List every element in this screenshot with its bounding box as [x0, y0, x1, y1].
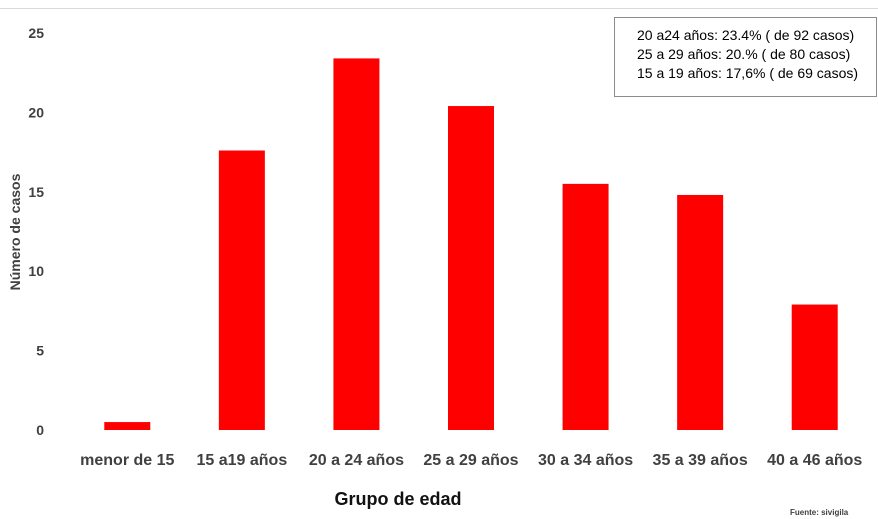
chart-top-border — [0, 8, 878, 9]
y-tick-label: 5 — [36, 343, 44, 359]
bar — [562, 183, 609, 430]
bar — [104, 422, 151, 430]
x-category-label: 35 a 39 años — [653, 452, 748, 469]
y-tick-label: 15 — [28, 184, 44, 200]
source-note: Fuente: sivigila — [790, 508, 849, 517]
x-category-label: 40 a 46 años — [767, 452, 862, 469]
bar — [333, 58, 380, 431]
annotation-line-1: 20 a24 años: 23.4% ( de 92 casos) — [637, 27, 855, 43]
annotation-box: 20 a24 años: 23.4% ( de 92 casos) 25 a 2… — [614, 17, 877, 97]
x-category-label: 15 a19 años — [196, 452, 287, 469]
y-axis-ticks: 0 5 10 15 20 25 — [28, 25, 44, 438]
x-category-label: 25 a 29 años — [423, 452, 518, 469]
annotation-line-2: 25 a 29 años: 20.% ( de 80 casos) — [637, 46, 851, 62]
bar — [448, 106, 494, 430]
y-tick-label: 20 — [28, 104, 44, 120]
y-tick-label: 10 — [28, 263, 44, 279]
bar — [791, 304, 838, 430]
y-tick-label: 25 — [28, 25, 44, 41]
annotation-line-3: 15 a 19 años: 17,6% ( de 69 casos) — [637, 65, 859, 81]
bar — [218, 150, 265, 430]
x-axis-title: Grupo de edad — [334, 489, 461, 509]
bars-group — [104, 58, 838, 431]
bar — [677, 194, 724, 430]
y-axis-title: Número de casos — [7, 173, 23, 290]
x-category-label: 20 a 24 años — [309, 452, 404, 469]
x-axis-category-labels: menor de 15 15 a19 años 20 a 24 años 25 a 2… — [80, 452, 862, 469]
x-category-label: menor de 15 — [80, 452, 174, 469]
y-tick-label: 0 — [36, 422, 44, 438]
x-category-label: 30 a 34 años — [538, 452, 633, 469]
